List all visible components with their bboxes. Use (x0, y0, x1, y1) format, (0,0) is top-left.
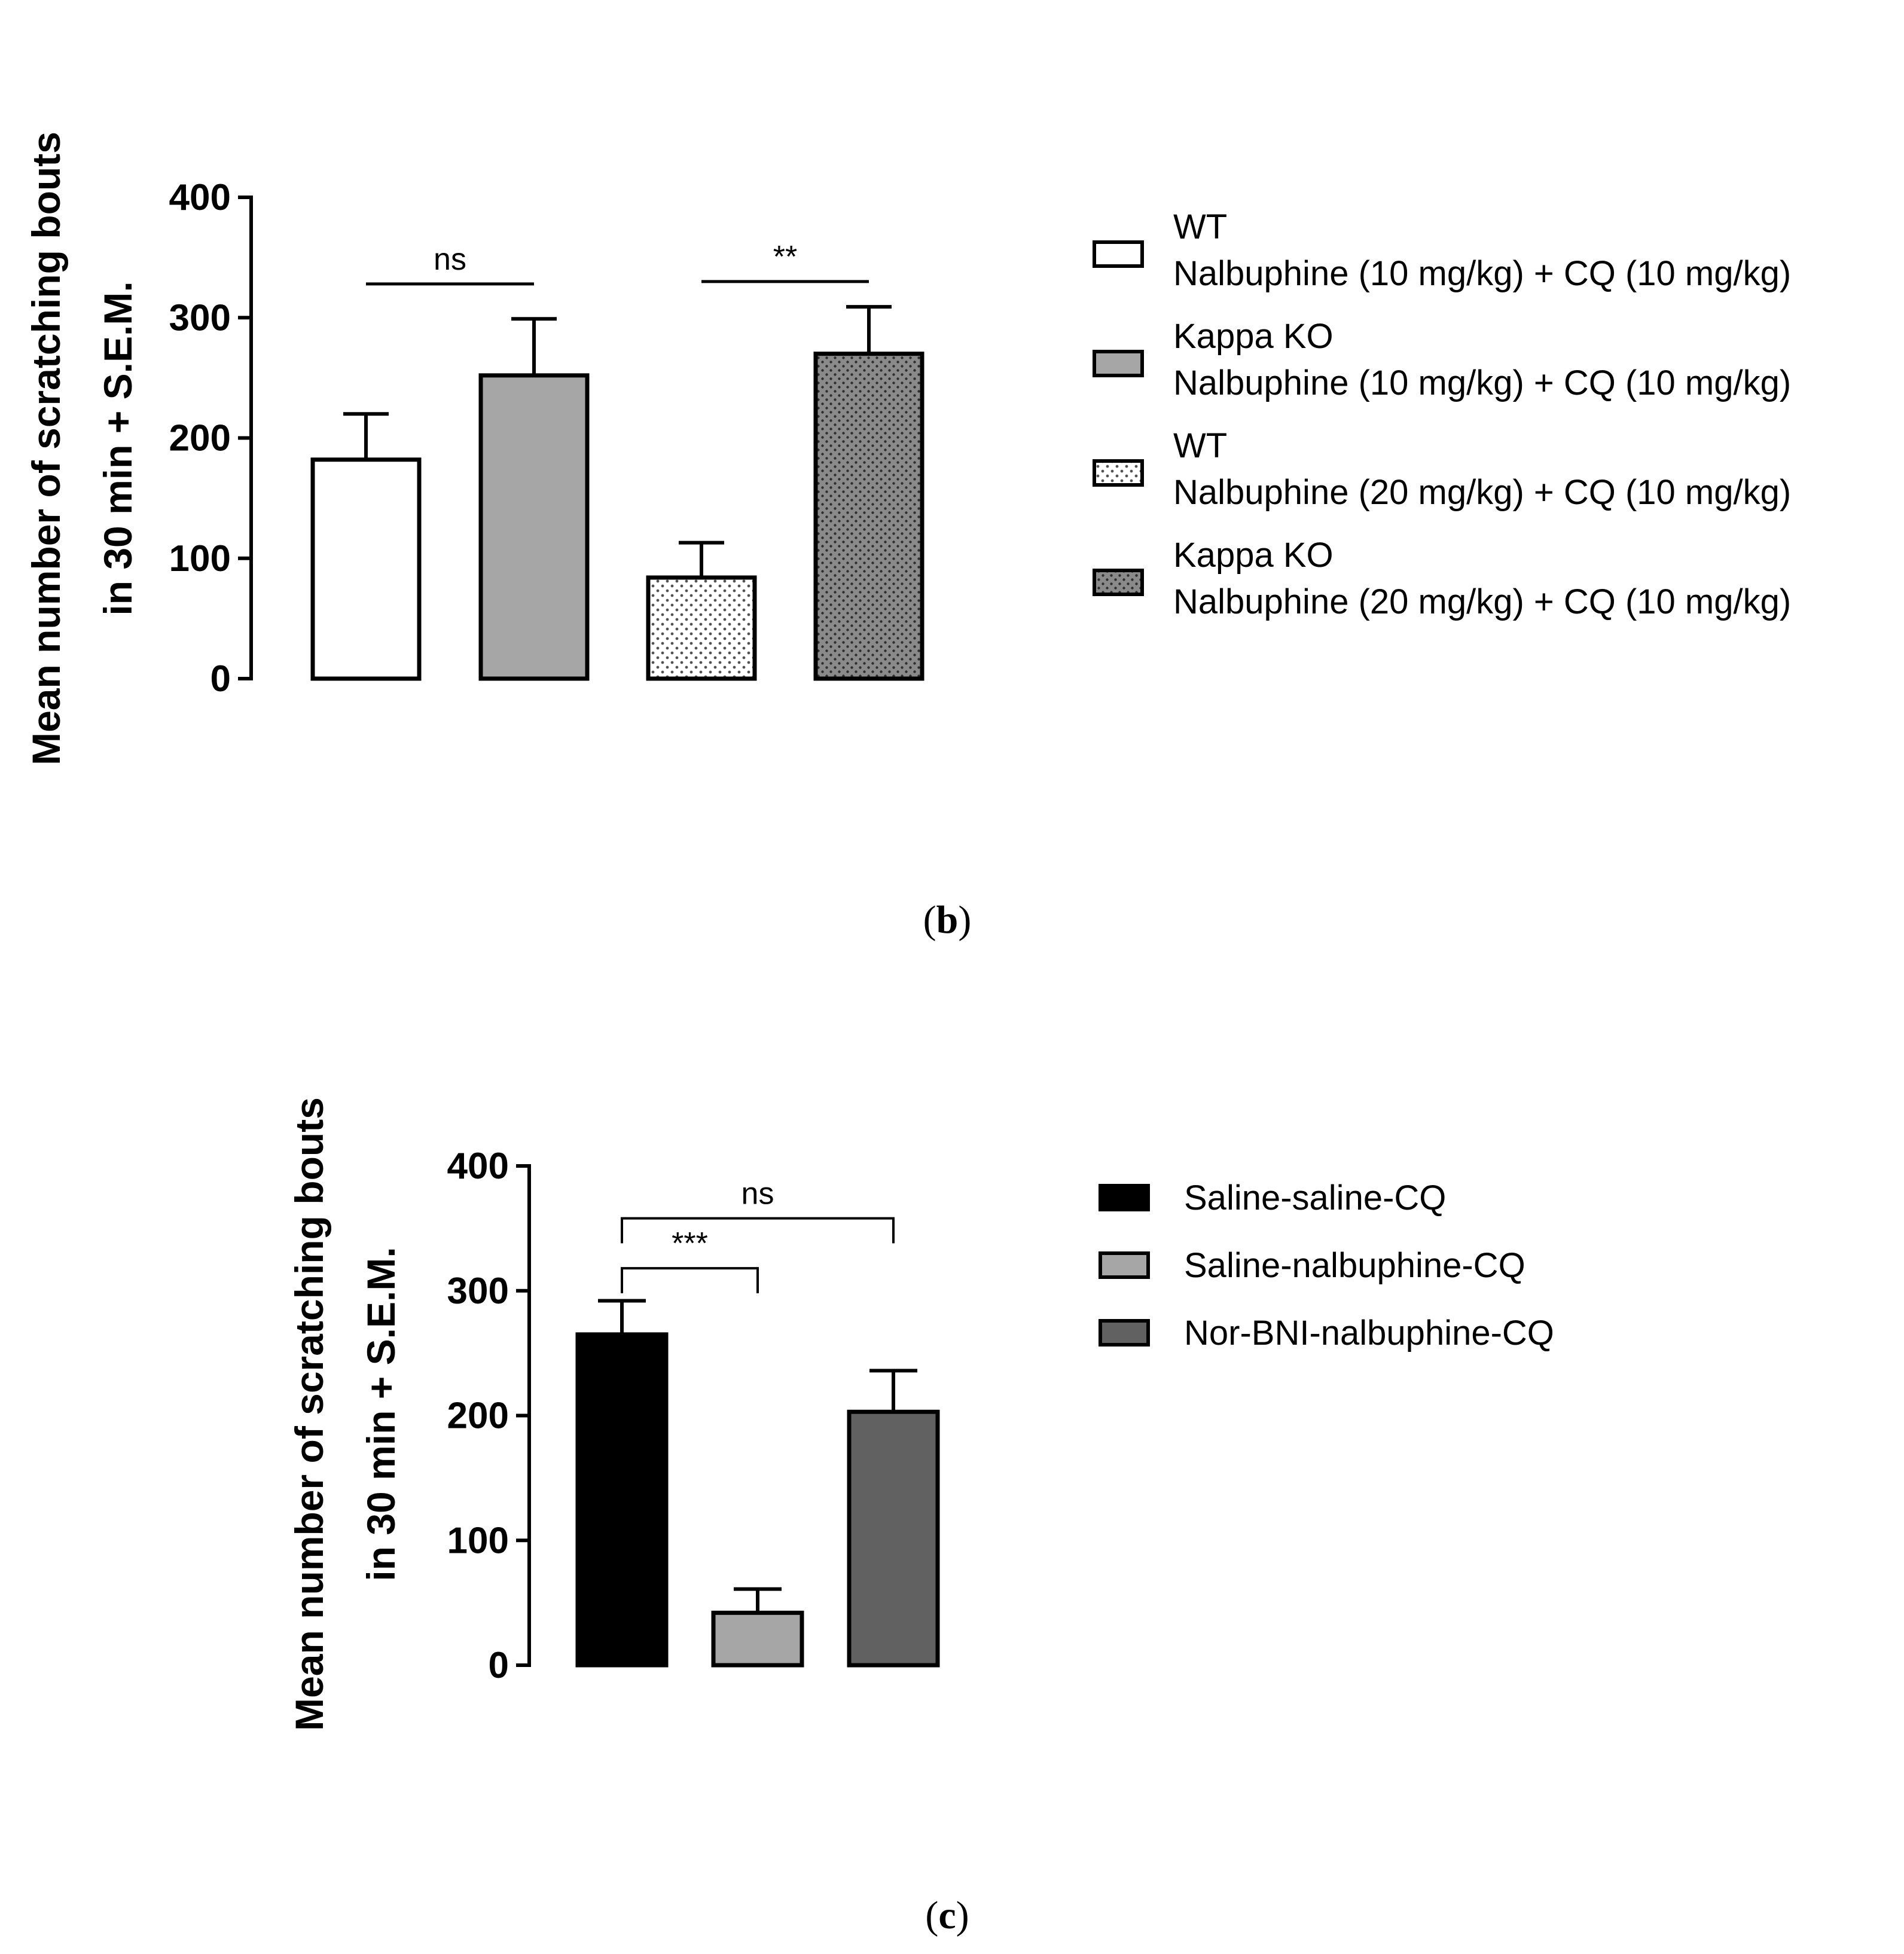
c-bar-2 (847, 1409, 940, 1668)
c-sig-label-1: ns (742, 1177, 774, 1211)
c-ytick-label-1: 100 (447, 1520, 509, 1561)
b-bar-group-1 (478, 317, 590, 681)
panel-c-significance: *** ns (621, 1177, 895, 1293)
b-sig-label-1: ** (773, 240, 797, 274)
b-sig-label-0: ns (434, 242, 466, 277)
c-sig-bracket-0 (621, 1267, 759, 1293)
b-ytick-label-0: 0 (210, 658, 231, 700)
b-ytick-label-3: 300 (169, 297, 231, 338)
b-legend-label-0-line2: Nalbuphine (10 mg/kg) + CQ (10 mg/kg) (1173, 254, 1791, 293)
c-legend-swatch-2 (1099, 1319, 1150, 1347)
c-ytick-label-4: 400 (447, 1146, 509, 1187)
b-legend-swatch-1 (1093, 350, 1144, 377)
c-bar-group-0 (575, 1299, 669, 1668)
panel-c-ylabel-line2: in 30 min + S.E.M. (359, 1247, 403, 1581)
panel-c-caption: (c) (925, 1894, 969, 1937)
panel-b-y-axis: 0 100 200 300 400 (169, 177, 253, 700)
b-legend-swatch-0 (1093, 240, 1144, 268)
c-ytick-label-0: 0 (489, 1645, 509, 1686)
c-bar-group-2 (847, 1369, 940, 1668)
b-bar-3 (813, 352, 924, 681)
b-ytick-label-4: 400 (169, 177, 231, 218)
c-bar-0 (575, 1332, 669, 1668)
b-legend-label-1-line1: Kappa KO (1173, 317, 1334, 356)
b-bar-0 (310, 457, 422, 681)
c-sig-label-0: *** (672, 1226, 708, 1261)
panel-b-ylabel-line2: in 30 min + S.E.M. (96, 281, 140, 615)
panel-b-significance: ns ** (366, 240, 869, 286)
b-legend-label-2-line2: Nalbuphine (20 mg/kg) + CQ (10 mg/kg) (1173, 473, 1791, 512)
b-legend-label-3-line2: Nalbuphine (20 mg/kg) + CQ (10 mg/kg) (1173, 582, 1791, 621)
c-ytick-label-3: 300 (447, 1271, 509, 1312)
b-legend-label-3-line1: Kappa KO (1173, 536, 1334, 575)
panel-b-bars (310, 305, 924, 681)
b-legend-label-1-line2: Nalbuphine (10 mg/kg) + CQ (10 mg/kg) (1173, 364, 1791, 402)
panel-b-ylabel-line1: Mean number of scratching bouts (24, 132, 68, 765)
panel-c-bars (575, 1299, 940, 1668)
c-bar-group-1 (711, 1587, 804, 1668)
panel-c-y-axis: 0 100 200 300 400 (447, 1146, 531, 1686)
panel-b-legend: WT Nalbuphine (10 mg/kg) + CQ (10 mg/kg) K… (1093, 207, 1791, 621)
c-ytick-label-2: 200 (447, 1396, 509, 1437)
c-legend-label-0: Saline-saline-CQ (1184, 1178, 1446, 1217)
b-legend-swatch-2 (1093, 459, 1144, 487)
panel-c: Mean number of scratching bouts in 30 mi… (287, 1097, 1554, 1731)
c-legend-label-2: Nor-BNI-nalbuphine-CQ (1184, 1314, 1554, 1352)
panel-b: Mean number of scratching bouts in 30 mi… (24, 132, 1791, 765)
c-legend-swatch-0 (1099, 1184, 1150, 1211)
b-bar-2 (646, 575, 757, 681)
panel-c-legend: Saline-saline-CQ Saline-nalbuphine-CQ Nor-… (1099, 1178, 1554, 1352)
b-bar-group-0 (310, 412, 422, 681)
b-legend-swatch-3 (1093, 569, 1144, 596)
b-legend-label-2-line1: WT (1173, 426, 1227, 465)
c-sig-bracket-1 (621, 1217, 895, 1244)
panel-b-caption: (b) (923, 898, 972, 942)
b-legend-label-0-line1: WT (1173, 207, 1227, 246)
b-ytick-label-2: 200 (169, 418, 231, 459)
c-bar-1 (711, 1610, 804, 1668)
c-legend-label-1: Saline-nalbuphine-CQ (1184, 1246, 1525, 1285)
b-bar-group-3 (813, 305, 924, 681)
b-ytick-label-1: 100 (169, 538, 231, 579)
panel-c-ylabel-line1: Mean number of scratching bouts (287, 1097, 331, 1731)
c-legend-swatch-1 (1099, 1251, 1150, 1279)
b-bar-group-2 (646, 541, 757, 681)
b-bar-1 (478, 373, 590, 681)
